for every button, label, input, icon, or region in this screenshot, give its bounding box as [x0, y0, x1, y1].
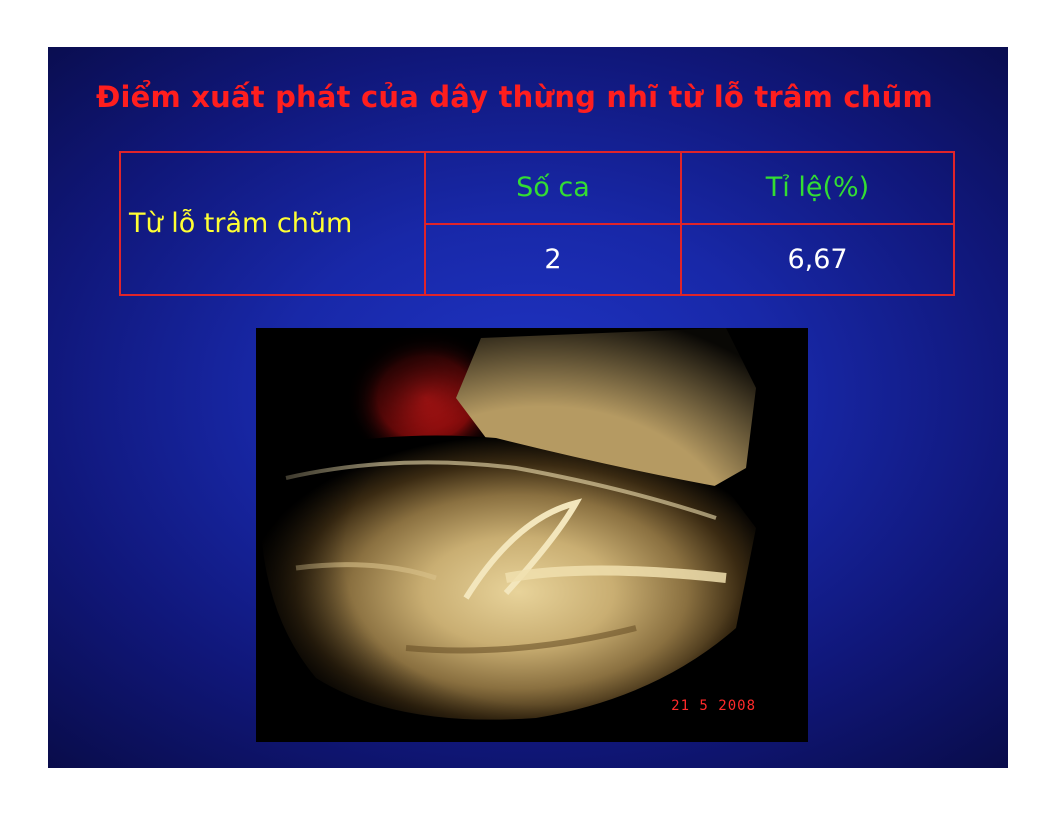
- stats-table: Từ lỗ trâm chũm Số ca Tỉ lệ(%) 2 6,67: [119, 151, 955, 296]
- slide: Điểm xuất phát của dây thừng nhĩ từ lỗ t…: [48, 47, 1008, 768]
- anatomy-photo-illustration: [256, 328, 808, 742]
- row-label: Từ lỗ trâm chũm: [119, 151, 426, 296]
- header-so-ca: Số ca: [424, 151, 682, 225]
- table-row: 2 6,67: [120, 222, 955, 296]
- header-ti-le: Tỉ lệ(%): [680, 151, 955, 225]
- slide-title: Điểm xuất phát của dây thừng nhĩ từ lỗ t…: [96, 80, 933, 114]
- photo-date-stamp: 21 5 2008: [671, 698, 756, 714]
- value-so-ca: 2: [424, 222, 682, 296]
- table-header-row: Từ lỗ trâm chũm Số ca Tỉ lệ(%): [119, 151, 955, 296]
- value-ti-le: 6,67: [680, 222, 955, 296]
- anatomy-photo: 21 5 2008: [256, 328, 808, 742]
